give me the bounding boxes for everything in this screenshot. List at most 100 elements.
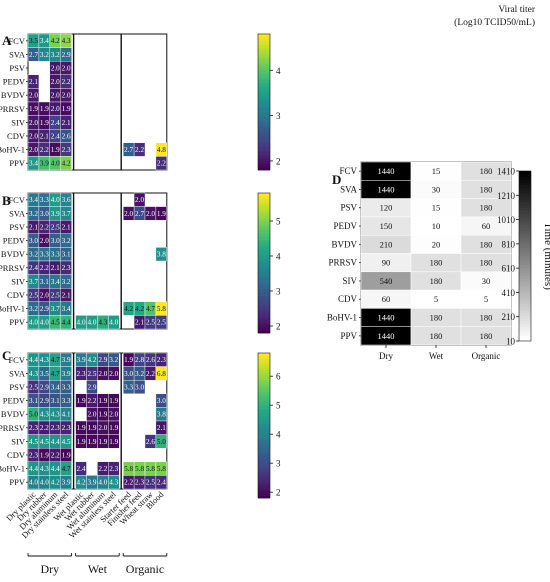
cell-label: 2.9 xyxy=(98,356,107,364)
cell-label: 2.1 xyxy=(51,264,60,272)
colorbar-segment xyxy=(258,237,270,240)
cell-label: 180 xyxy=(480,258,493,268)
cell-label: 4.7 xyxy=(146,305,155,313)
cell-label: 3.4 xyxy=(62,305,71,313)
colorbar-segment xyxy=(258,204,270,208)
cell-label: 180 xyxy=(480,184,493,194)
colorbar-segment xyxy=(258,384,270,388)
cell-label: 2.7 xyxy=(135,210,144,218)
colorbar-segment xyxy=(258,223,270,226)
colorbar-segment xyxy=(519,273,531,277)
row-label-bvdv: BVDV xyxy=(1,249,26,259)
colorbar-segment xyxy=(258,158,270,162)
row-label-ppv: PPV xyxy=(9,477,25,487)
colorbar-segment xyxy=(519,179,531,183)
colorbar-segment xyxy=(258,61,270,64)
cell-label: 4.5 xyxy=(40,438,49,446)
colorbar-tick-label: 4 xyxy=(276,430,281,440)
colorbar-segment xyxy=(519,222,531,226)
cell-label: 3.8 xyxy=(157,251,166,259)
cell-label: 2.2 xyxy=(135,146,144,154)
cell-label: 540 xyxy=(380,276,393,286)
colorbar-segment xyxy=(519,298,531,302)
cell-label: 1.9 xyxy=(124,356,133,364)
colorbar-segment xyxy=(258,142,270,146)
colorbar-segment xyxy=(519,335,531,339)
column-label-organic: Organic xyxy=(472,351,501,361)
colorbar-segment xyxy=(519,233,531,237)
cell-label: 30 xyxy=(482,276,491,286)
cell-label: 2.9 xyxy=(62,51,71,59)
colorbar-tick-label: 1010 xyxy=(497,215,516,225)
cell-label: 4.2 xyxy=(77,479,86,487)
row-label-bvdv: BVDV xyxy=(1,90,26,100)
colorbar-segment xyxy=(258,115,270,119)
colorbar-segment xyxy=(258,95,270,98)
group-bracket-dry: Dry xyxy=(27,553,73,576)
cell-label: 3.5 xyxy=(40,370,49,378)
colorbar-segment xyxy=(258,379,270,383)
colorbar-title-time: Time (minutes) xyxy=(542,222,550,290)
cell-label: 4.7 xyxy=(51,356,60,364)
cell-label: 4.2 xyxy=(135,305,144,313)
colorbar-tick-label: 610 xyxy=(502,264,516,274)
colorbar-segment xyxy=(519,318,531,322)
cell-label: 4.0 xyxy=(40,479,49,487)
group-label: Wet xyxy=(88,562,108,576)
colorbar-segment xyxy=(258,319,270,322)
cell-label: 2.0 xyxy=(146,210,155,218)
cell-label: 2.9 xyxy=(40,397,49,405)
colorbar-segment xyxy=(258,382,270,385)
cell-label: 2.0 xyxy=(62,64,71,72)
colorbar-tick-label: 5 xyxy=(276,217,281,227)
colorbar-segment xyxy=(258,312,270,315)
colorbar-segment xyxy=(519,188,531,192)
colorbar-segment xyxy=(258,277,270,280)
cell-label: 4.4 xyxy=(51,465,60,473)
colorbar-segment xyxy=(258,258,270,261)
cell-label: 4.3 xyxy=(51,411,60,419)
cell-label: 3.9 xyxy=(62,356,71,364)
colorbar-segment xyxy=(258,106,270,110)
colorbar-segment xyxy=(258,43,270,46)
colorbar-segment xyxy=(258,432,270,436)
cell-label: 4.7 xyxy=(62,465,71,473)
colorbar-segment xyxy=(258,197,270,201)
colorbar-segment xyxy=(258,265,270,268)
colorbar-segment xyxy=(258,49,270,53)
cell-ppv-dry-stainless-steel xyxy=(60,475,72,490)
cell-label: 3.2 xyxy=(29,210,38,218)
colorbar-segment xyxy=(519,326,531,330)
colorbar-segment xyxy=(519,202,531,206)
colorbar-segment xyxy=(258,398,270,402)
colorbar-segment xyxy=(258,305,270,308)
cell-label: 3.7 xyxy=(29,278,38,286)
colorbar-segment xyxy=(258,316,270,320)
row-label-pedv: PEDV xyxy=(3,77,26,87)
colorbar-segment xyxy=(519,244,531,248)
cell-label: 4.5 xyxy=(62,438,71,446)
colorbar-segment xyxy=(258,444,270,448)
colorbar-segment xyxy=(258,145,270,148)
colorbar-segment xyxy=(258,466,270,470)
colorbar-tick-label: 3 xyxy=(276,287,281,297)
cell-label: 3.0 xyxy=(135,383,144,391)
row-label-prrsv: PRRSV xyxy=(0,423,26,433)
colorbar-tick-label: 6 xyxy=(276,372,281,382)
cell-ppv-wet-stainless-steel xyxy=(108,475,120,490)
panel-letter: C xyxy=(2,348,11,363)
cell-label: 3.3 xyxy=(124,383,133,391)
cell-label: 180 xyxy=(430,312,443,322)
colorbar-segment xyxy=(258,117,270,121)
cell-label: 2.7 xyxy=(124,146,133,154)
cell-label: 4.3 xyxy=(40,356,49,364)
column-label-wet: Wet xyxy=(429,351,444,361)
row-label-ppv: PPV xyxy=(340,331,357,341)
colorbar-segment xyxy=(258,88,270,91)
colorbar-segment xyxy=(519,236,531,240)
colorbar-segment xyxy=(258,328,270,331)
colorbar-segment xyxy=(258,284,270,287)
colorbar-segment xyxy=(258,111,270,114)
